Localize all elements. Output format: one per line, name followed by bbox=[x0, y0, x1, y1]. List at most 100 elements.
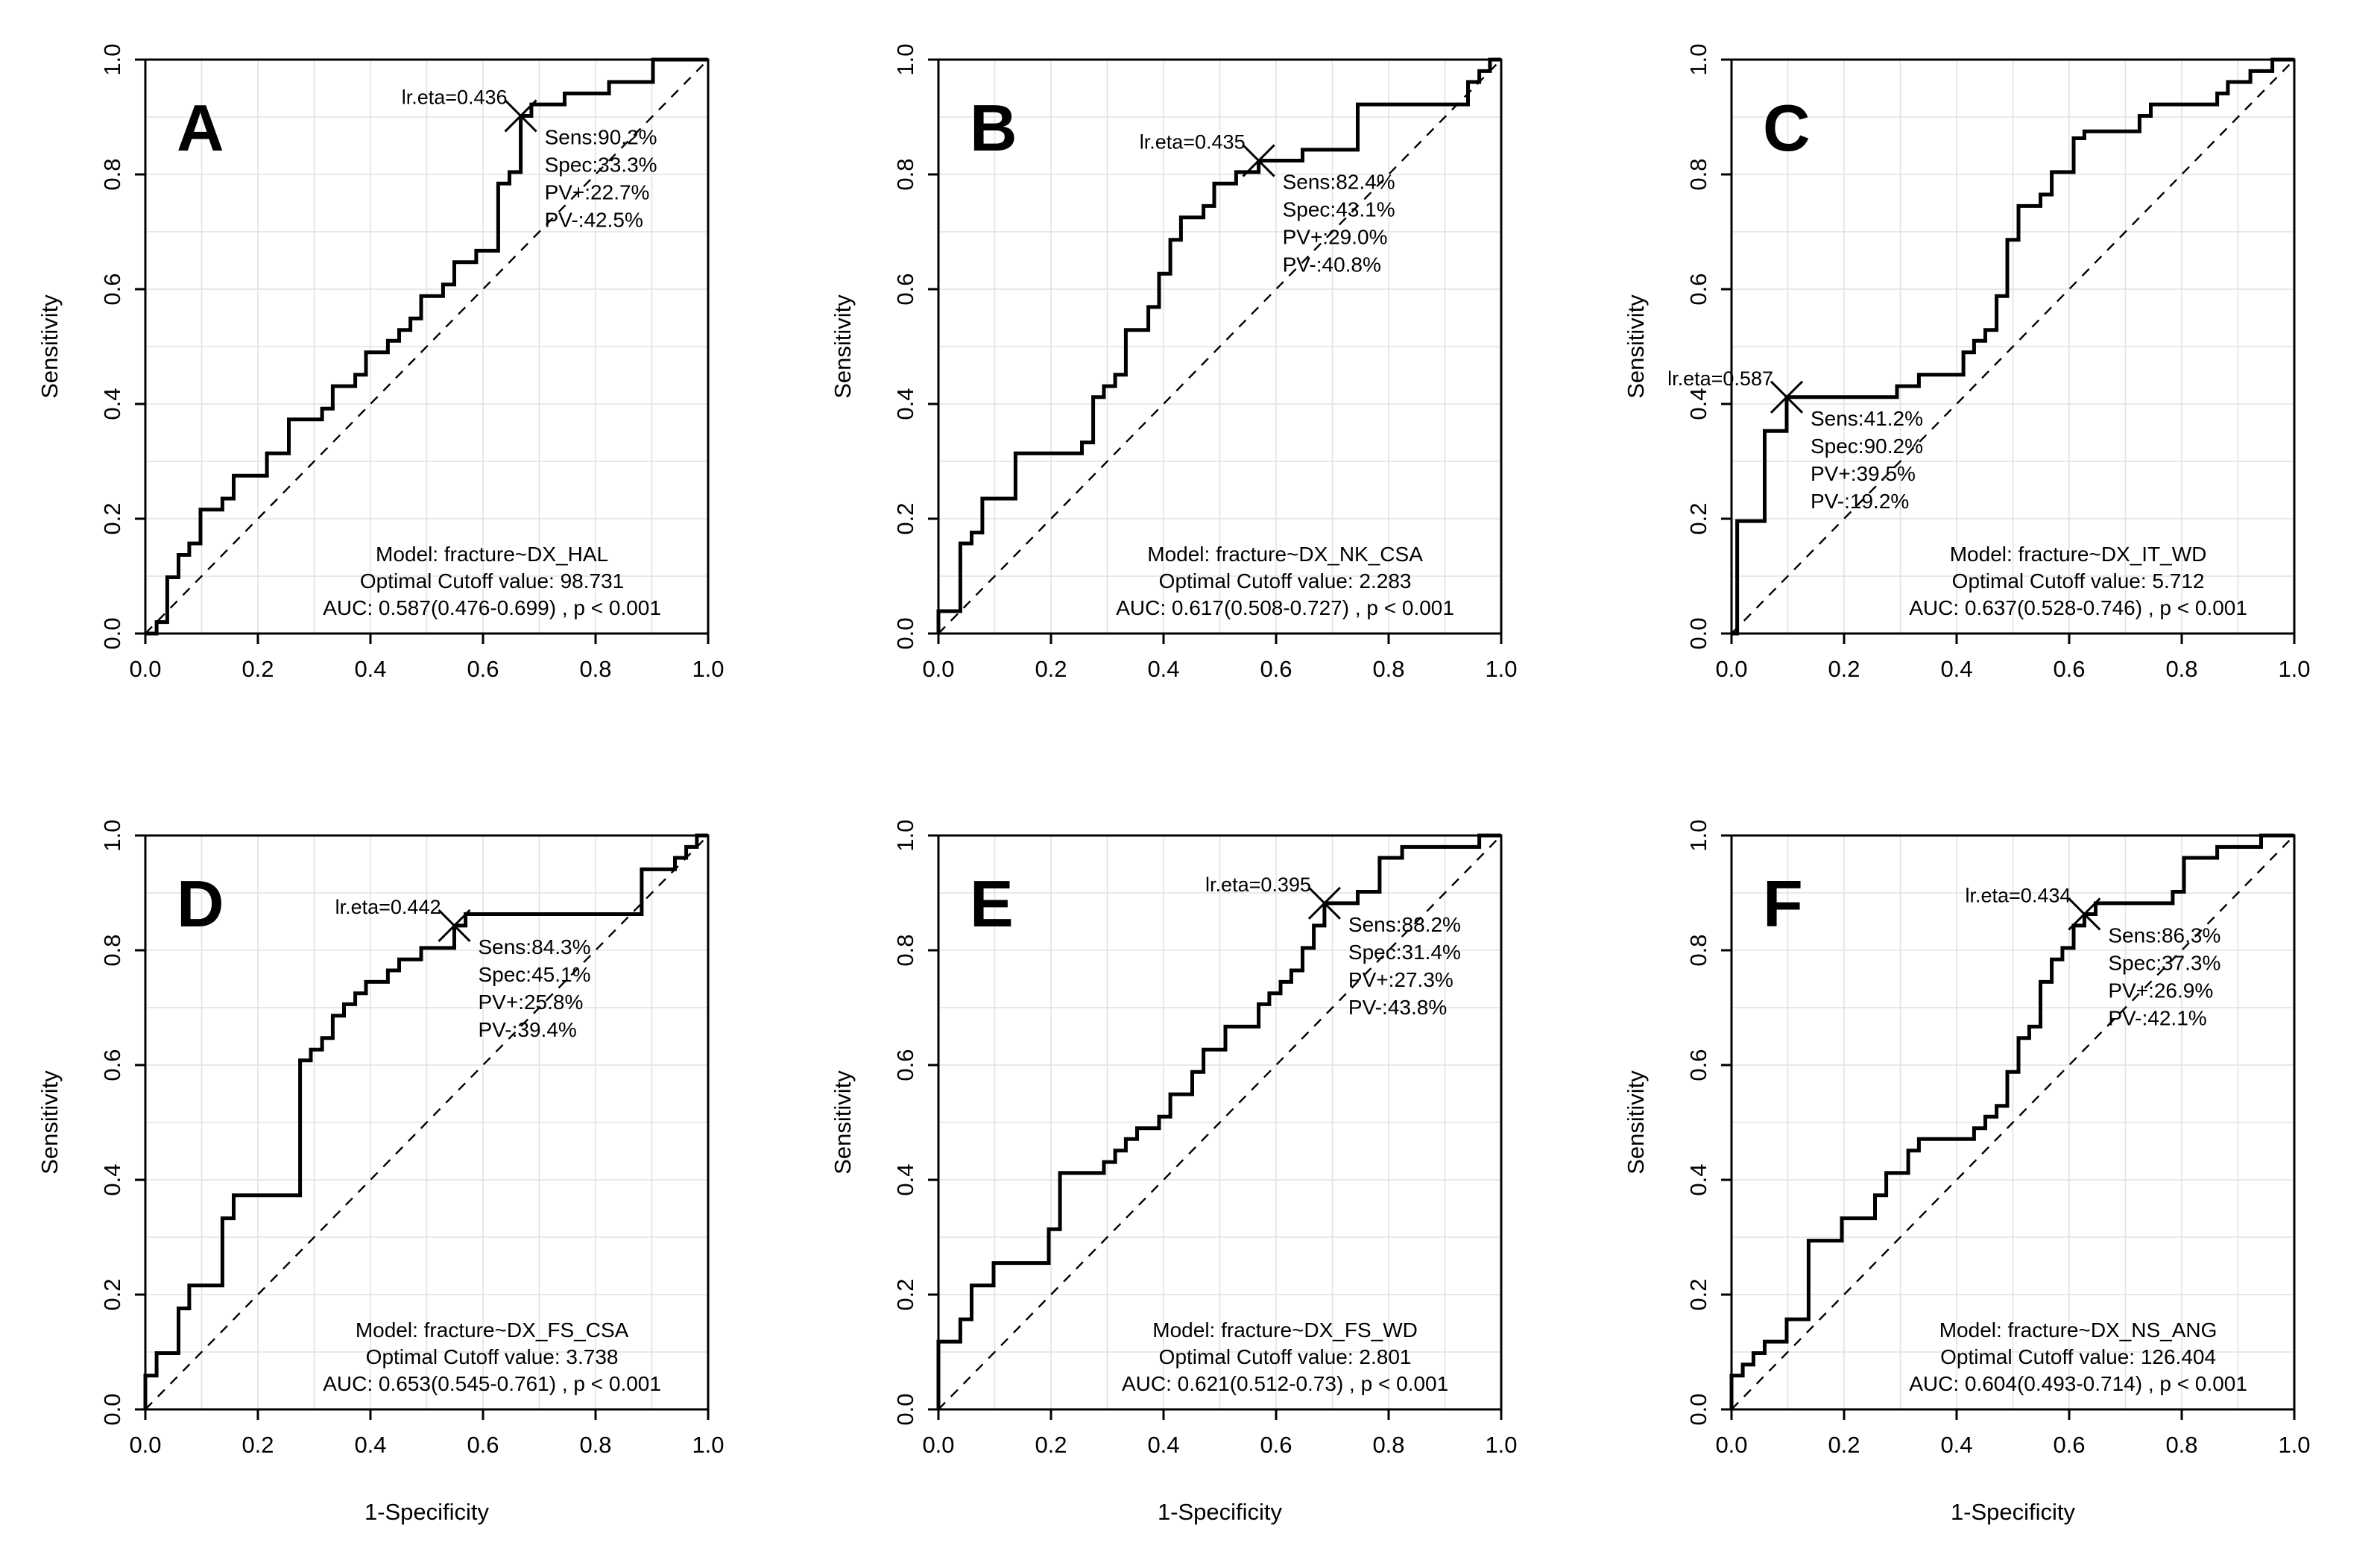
model-info-line: AUC: 0.604(0.493-0.714) , p < 0.001 bbox=[1909, 1372, 2247, 1395]
roc-curve bbox=[936, 57, 1501, 634]
y-tick-label: 0.4 bbox=[1685, 388, 1711, 420]
x-tick-label: 0.2 bbox=[1828, 1432, 1860, 1458]
plot-box bbox=[1730, 834, 2296, 1411]
chance-diagonal-line bbox=[1731, 835, 2295, 1410]
y-tick-label: 0.0 bbox=[99, 1393, 125, 1425]
y-tick-label: 0.6 bbox=[892, 273, 918, 305]
annotation-line: PV-:39.4% bbox=[478, 1018, 576, 1041]
annotation-line: Spec:31.4% bbox=[1348, 941, 1461, 964]
lr-eta-label: lr.eta=0.436 bbox=[402, 86, 508, 108]
model-info-line: Optimal Cutoff value: 5.712 bbox=[1952, 569, 2205, 593]
y-tick-label: 0.2 bbox=[892, 502, 918, 534]
roc-panel-C: 0.0 0.2 0.4 0.6 0.8 1.0 0.0 0.2 0.4 0.6 0.8 1.0 Sens… bbox=[1586, 0, 2379, 775]
lr-eta-label: lr.eta=0.587 bbox=[1667, 367, 1773, 390]
axis-ticks: 0.0 0.2 0.4 0.6 0.8 1.0 0.0 0.2 0.4 0.6 0.8 1.0 bbox=[892, 819, 1518, 1458]
model-info-line: Model: fracture~DX_FS_CSA bbox=[356, 1318, 629, 1342]
roc-curve bbox=[143, 833, 708, 1409]
model-info-line: Model: fracture~DX_FS_WD bbox=[1152, 1318, 1418, 1342]
x-tick-label: 0.8 bbox=[579, 1432, 611, 1458]
roc-plot-svg-B: 0.0 0.2 0.4 0.6 0.8 1.0 0.0 0.2 0.4 0.6 0.8 1.0 Sens… bbox=[830, 43, 1518, 682]
y-tick-label: 0.8 bbox=[892, 934, 918, 966]
model-info-line: Model: fracture~DX_IT_WD bbox=[1950, 543, 2207, 566]
model-info-block: Model: fracture~DX_FS_CSA Optimal Cutoff … bbox=[323, 1318, 661, 1395]
chance-diagonal-line bbox=[145, 835, 709, 1410]
x-tick-label: 0.4 bbox=[1940, 1432, 1972, 1458]
y-tick-label: 0.8 bbox=[99, 158, 125, 190]
annotation-line: Sens:82.4% bbox=[1283, 171, 1395, 194]
y-tick-label: 0.8 bbox=[892, 158, 918, 190]
x-tick-label: 0.6 bbox=[467, 656, 499, 682]
x-tick-label: 1.0 bbox=[1485, 1432, 1517, 1458]
annotation-line: Spec:43.1% bbox=[1283, 198, 1395, 221]
axis-ticks: 0.0 0.2 0.4 0.6 0.8 1.0 0.0 0.2 0.4 0.6 0.8 1.0 bbox=[892, 43, 1518, 682]
model-info-block: Model: fracture~DX_HAL Optimal Cutoff val… bbox=[323, 543, 661, 619]
x-tick-label: 0.4 bbox=[354, 1432, 386, 1458]
y-tick-label: 0.0 bbox=[1685, 617, 1711, 649]
optimal-cutoff-marker bbox=[1242, 144, 1275, 177]
axis-ticks: 0.0 0.2 0.4 0.6 0.8 1.0 0.0 0.2 0.4 0.6 0.8 1.0 bbox=[99, 819, 725, 1458]
model-info-line: Optimal Cutoff value: 2.283 bbox=[1159, 569, 1412, 593]
roc-panel-E: 0.0 0.2 0.4 0.6 0.8 1.0 0.0 0.2 0.4 0.6 0.8 1.0 Sens… bbox=[793, 776, 1586, 1551]
y-tick-label: 0.8 bbox=[1685, 158, 1711, 190]
roc-plot-svg-D: 0.0 0.2 0.4 0.6 0.8 1.0 0.0 0.2 0.4 0.6 0.8 1.0 Sens… bbox=[37, 819, 725, 1525]
y-tick-label: 0.4 bbox=[99, 1163, 125, 1195]
lr-eta-label: lr.eta=0.395 bbox=[1205, 874, 1311, 896]
model-info-line: Model: fracture~DX_NS_ANG bbox=[1939, 1318, 2218, 1342]
y-tick-label: 0.2 bbox=[99, 1278, 125, 1310]
plot-box bbox=[144, 58, 710, 635]
roc-plot-svg-E: 0.0 0.2 0.4 0.6 0.8 1.0 0.0 0.2 0.4 0.6 0.8 1.0 Sens… bbox=[830, 819, 1518, 1525]
y-tick-label: 0.4 bbox=[99, 388, 125, 420]
model-info-line: AUC: 0.617(0.508-0.727) , p < 0.001 bbox=[1116, 596, 1454, 619]
chance-diagonal-line bbox=[938, 59, 1502, 634]
annotation-line: PV-:19.2% bbox=[1811, 490, 1909, 513]
annotation-line: PV+:26.9% bbox=[2108, 979, 2213, 1002]
marker-x-stroke bbox=[1770, 380, 1804, 414]
x-axis-title: 1-Specificity bbox=[364, 1499, 490, 1525]
model-info-line: AUC: 0.587(0.476-0.699) , p < 0.001 bbox=[323, 596, 661, 619]
roc-panel-B: 0.0 0.2 0.4 0.6 0.8 1.0 0.0 0.2 0.4 0.6 0.8 1.0 Sens… bbox=[793, 0, 1586, 775]
y-tick-label: 0.6 bbox=[99, 273, 125, 305]
annotation-line: Spec:45.1% bbox=[478, 963, 590, 986]
x-tick-label: 0.0 bbox=[922, 656, 954, 682]
x-tick-label: 1.0 bbox=[1485, 656, 1517, 682]
marker-x-stroke bbox=[1242, 144, 1275, 177]
x-tick-label: 0.8 bbox=[1372, 656, 1404, 682]
annotation-line: PV+:39.5% bbox=[1811, 462, 1916, 485]
model-info-line: AUC: 0.653(0.545-0.761) , p < 0.001 bbox=[323, 1372, 661, 1395]
chance-diagonal-line bbox=[145, 59, 709, 634]
annotation-line: PV-:43.8% bbox=[1348, 996, 1447, 1019]
roc-panel-F: 0.0 0.2 0.4 0.6 0.8 1.0 0.0 0.2 0.4 0.6 0.8 1.0 Sens… bbox=[1586, 776, 2379, 1551]
x-tick-label: 0.4 bbox=[1147, 656, 1179, 682]
y-tick-label: 0.4 bbox=[892, 388, 918, 420]
annotation-line: PV+:27.3% bbox=[1348, 968, 1453, 991]
cutoff-annotation: Sens:41.2% Spec:90.2% PV+:39.5% PV-:19.2% bbox=[1811, 407, 1923, 513]
x-tick-label: 0.0 bbox=[1715, 656, 1747, 682]
x-tick-label: 0.8 bbox=[579, 656, 611, 682]
cutoff-annotation: Sens:90.2% Spec:33.3% PV+:22.7% PV-:42.5% bbox=[545, 125, 657, 231]
cutoff-annotation: Sens:88.2% Spec:31.4% PV+:27.3% PV-:43.8% bbox=[1348, 913, 1461, 1019]
model-info-line: Optimal Cutoff value: 2.801 bbox=[1159, 1345, 1412, 1368]
x-tick-label: 0.6 bbox=[2053, 656, 2085, 682]
annotation-line: Spec:90.2% bbox=[1811, 435, 1923, 458]
lr-eta-label: lr.eta=0.435 bbox=[1140, 131, 1246, 154]
x-tick-label: 0.4 bbox=[354, 656, 386, 682]
axis-ticks: 0.0 0.2 0.4 0.6 0.8 1.0 0.0 0.2 0.4 0.6 0.8 1.0 bbox=[1685, 819, 2311, 1458]
annotation-line: Sens:86.3% bbox=[2108, 923, 2220, 947]
x-tick-label: 0.0 bbox=[1715, 1432, 1747, 1458]
x-tick-label: 0.4 bbox=[1147, 1432, 1179, 1458]
x-tick-label: 1.0 bbox=[692, 656, 724, 682]
x-tick-label: 0.8 bbox=[2165, 1432, 2197, 1458]
plot-box bbox=[1730, 58, 2296, 635]
marker-x-stroke bbox=[504, 99, 537, 133]
roc-panel-A: 0.0 0.2 0.4 0.6 0.8 1.0 0.0 0.2 0.4 0.6 0.8 1.0 Sens… bbox=[0, 0, 793, 775]
y-tick-label: 0.8 bbox=[99, 934, 125, 966]
y-tick-label: 0.6 bbox=[1685, 1049, 1711, 1081]
x-tick-label: 0.2 bbox=[242, 656, 274, 682]
model-info-line: AUC: 0.621(0.512-0.73) , p < 0.001 bbox=[1122, 1372, 1448, 1395]
x-tick-label: 0.8 bbox=[1372, 1432, 1404, 1458]
y-tick-label: 1.0 bbox=[1685, 819, 1711, 851]
axis-ticks: 0.0 0.2 0.4 0.6 0.8 1.0 0.0 0.2 0.4 0.6 0.8 1.0 bbox=[1685, 43, 2311, 682]
x-tick-label: 1.0 bbox=[2278, 656, 2310, 682]
model-info-line: Model: fracture~DX_NK_CSA bbox=[1147, 543, 1423, 566]
